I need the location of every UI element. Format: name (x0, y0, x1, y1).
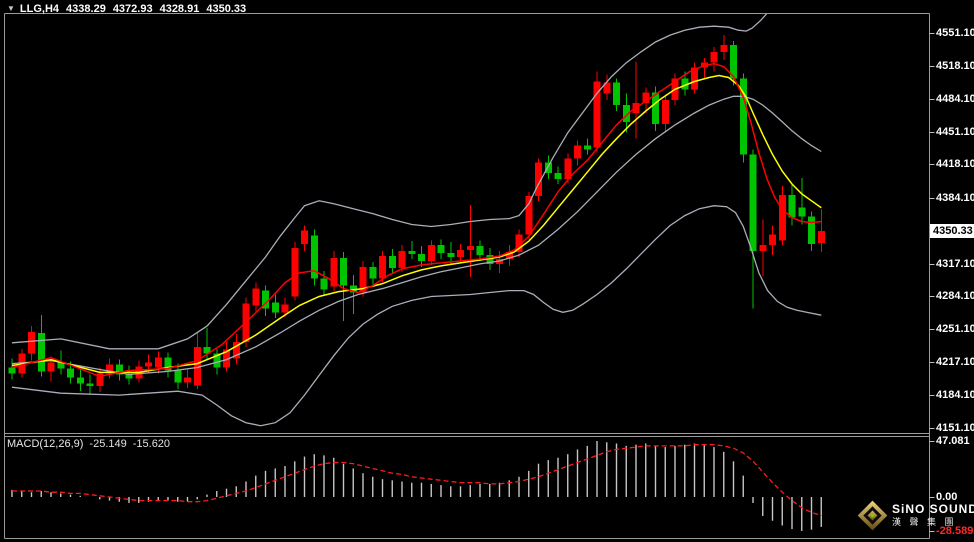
macd-indicator-header: MACD(12,26,9) -25.149 -15.620 (7, 438, 170, 450)
macd-axis-label: -28.589 (936, 524, 974, 537)
macd-series (11, 441, 822, 531)
red-moving-average (11, 62, 822, 378)
sino-sound-logo: SiNO SOUND 漢 聲 集 團 (857, 500, 974, 531)
bollinger-middle-band (11, 95, 822, 376)
brand-name: SiNO SOUND (892, 502, 974, 516)
current-price-tag: 4350.33 (930, 224, 974, 239)
macd-signal-line (12, 444, 822, 517)
macd-main-value: -25.149 (89, 438, 127, 450)
price-axis-label: 4217.10 (936, 356, 974, 369)
bollinger-lower-band (11, 205, 822, 427)
macd-axis-label: 0.00 (936, 490, 958, 503)
ohlc-open: 4338.29 (66, 3, 106, 15)
yellow-moving-average (11, 74, 822, 374)
price-axis-label: 4251.10 (936, 322, 974, 335)
symbol-timeframe-label: LLG,H4 (19, 3, 60, 15)
brand-name-chinese: 漢 聲 集 團 (892, 517, 957, 527)
price-axis-label: 4184.10 (936, 389, 974, 402)
chart-symbol-header[interactable]: ▼ LLG,H4 4338.29 4372.93 4328.91 4350.33 (7, 3, 246, 15)
macd-axis-label: 47.081 (936, 435, 970, 447)
symbol-dropdown-icon[interactable]: ▼ (7, 3, 15, 13)
diamond-logo-icon (857, 500, 888, 531)
ohlc-low: 4328.91 (159, 3, 200, 15)
price-axis-label: 4151.10 (936, 421, 974, 434)
price-axis-label: 4518.10 (936, 59, 974, 72)
ohlc-high: 4372.93 (112, 3, 153, 15)
price-axis-label: 4317.10 (936, 257, 974, 270)
overlay-lines (11, 13, 822, 427)
price-axis-label: 4418.10 (936, 158, 974, 171)
candlestick-series (8, 35, 825, 396)
macd-label: MACD(12,26,9) (7, 438, 84, 450)
price-axis-label: 4284.10 (936, 290, 974, 303)
macd-signal-value: -15.620 (132, 438, 171, 450)
ohlc-close: 4350.33 (206, 3, 247, 15)
pane-frame (4, 13, 935, 539)
price-axis-label: 4384.10 (936, 191, 974, 204)
price-axis-label: 4451.10 (936, 125, 974, 138)
price-axis-label: 4551.10 (936, 27, 974, 40)
price-axis-label: 4484.10 (936, 93, 974, 106)
bollinger-upper-band (11, 13, 769, 350)
